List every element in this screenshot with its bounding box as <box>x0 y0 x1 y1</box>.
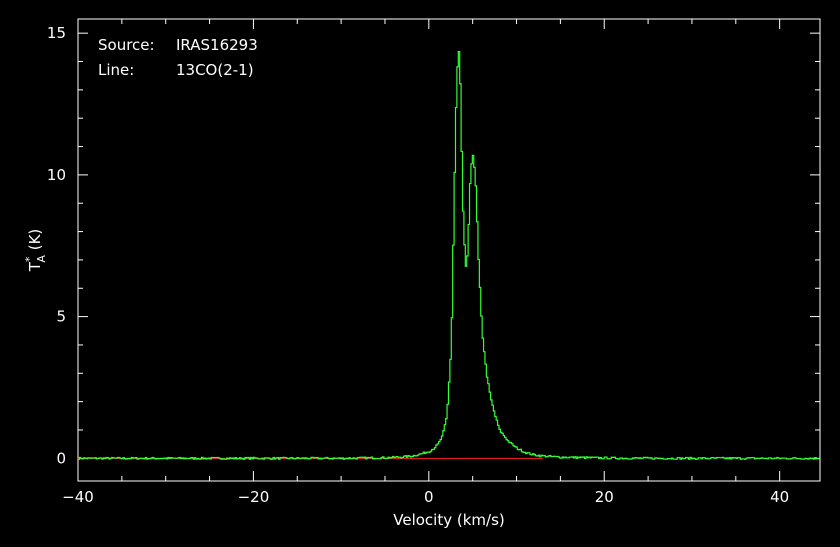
x-axis-label: Velocity (km/s) <box>393 511 504 529</box>
line-key: Line: <box>98 61 134 79</box>
y-axis-label-sup: * <box>23 256 36 262</box>
axis-tick-labels: −40 −20 0 20 40 0 5 10 15 <box>47 24 789 506</box>
x-tick-label: −40 <box>62 488 94 506</box>
x-tick-label: −20 <box>238 488 270 506</box>
y-tick-label: 0 <box>56 449 66 467</box>
source-value: IRAS16293 <box>176 36 258 54</box>
x-tick-label: 20 <box>595 488 614 506</box>
y-tick-label: 5 <box>56 308 66 326</box>
line-value: 13CO(2-1) <box>176 61 254 79</box>
axis-ticks <box>77 19 820 481</box>
svg-text:T*A (K): T*A (K) <box>23 229 48 273</box>
y-tick-label: 10 <box>47 166 66 184</box>
x-tick-label: 0 <box>424 488 434 506</box>
plot-frame <box>77 18 821 482</box>
y-axis-label-sub: A <box>35 255 48 263</box>
y-axis-label-unit: (K) <box>26 229 44 255</box>
y-axis-label-main: T <box>26 261 44 272</box>
y-tick-label: 15 <box>47 24 66 42</box>
y-axis-label: T*A (K) <box>23 229 48 273</box>
source-key: Source: <box>98 36 155 54</box>
spectrum-line <box>78 51 820 460</box>
x-tick-label: 40 <box>770 488 789 506</box>
